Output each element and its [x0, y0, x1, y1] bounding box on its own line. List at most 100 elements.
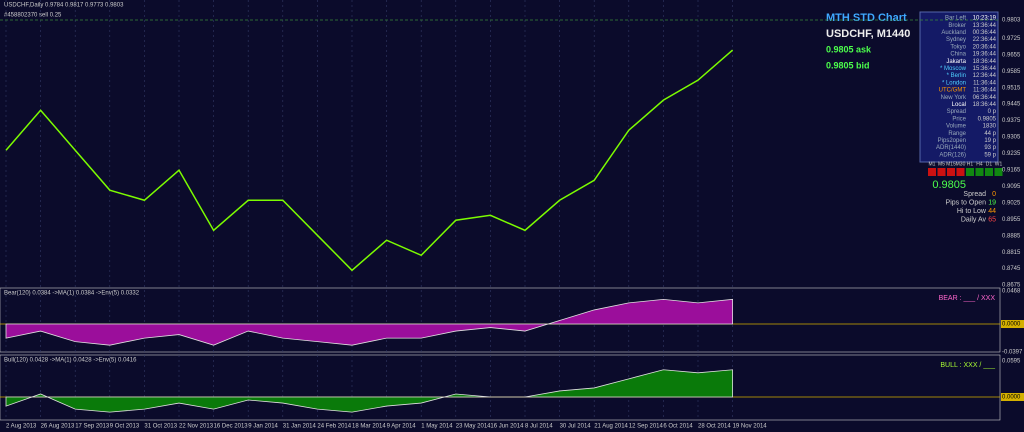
- info-title: MTH STD Chart: [826, 12, 907, 24]
- x-tick-label: 24 Feb 2014: [317, 424, 351, 430]
- clock-value: 1830: [983, 124, 997, 130]
- summary-value: 65: [988, 216, 996, 223]
- bear-panel: [0, 287, 1001, 353]
- clock-label: Spread: [947, 109, 966, 115]
- x-tick-label: 9 Oct 2013: [110, 424, 140, 430]
- timeframe-signal: [994, 168, 1003, 176]
- clock-value: 20:36:44: [973, 44, 997, 50]
- x-tick-label: 19 Nov 2014: [733, 424, 768, 430]
- timeframe-signal: [975, 168, 984, 176]
- summary-label: Hi to Low: [957, 208, 987, 215]
- y-tick-label: 0.0000: [1002, 395, 1021, 401]
- clock-label: ADR(1440): [936, 145, 966, 151]
- clock-value: 0.9805: [978, 116, 997, 122]
- clock-value: 18:36:44: [973, 102, 997, 108]
- summary-label: Pips to Open: [946, 199, 987, 206]
- clock-label: * Moscow: [940, 66, 967, 72]
- y-tick-label: 0.0595: [1002, 359, 1021, 365]
- x-tick-label: 12 Sep 2014: [629, 424, 664, 430]
- x-tick-label: 30 Jul 2014: [560, 424, 592, 430]
- y-tick-label: 0.8815: [1002, 250, 1021, 256]
- clock-value: 0 p: [988, 109, 997, 115]
- clock-label: Pips2open: [938, 138, 966, 144]
- clock-label: * Berlin: [947, 73, 966, 79]
- clock-label: China: [950, 52, 966, 58]
- x-tick-label: 2 Aug 2013: [6, 424, 37, 430]
- x-tick-label: 6 Oct 2014: [663, 424, 693, 430]
- clock-label: Price: [952, 116, 966, 122]
- summary-label: Spread: [963, 191, 986, 198]
- clock-value: 18:36:44: [973, 59, 997, 65]
- clock-value: 00:36:44: [973, 30, 997, 36]
- clock-label: * London: [942, 80, 966, 86]
- tick-label-bg: [1001, 393, 1024, 402]
- panel-title: Bear(120) 0.0384 ->MA(1) 0.0384 ->Env(5)…: [4, 291, 140, 297]
- y-tick-label: 0.9725: [1002, 36, 1021, 42]
- y-tick-label: 0.9655: [1002, 52, 1021, 58]
- clock-label: Local: [952, 102, 966, 108]
- summary-label: Daily Av: [961, 216, 987, 223]
- y-tick-label: 0.8675: [1002, 283, 1021, 289]
- x-tick-label: 16 Jun 2014: [490, 424, 524, 430]
- clock-value: 19 p: [984, 138, 996, 144]
- panel-label: BEAR : ___ / XXX: [939, 295, 996, 302]
- clock-value: 12:36:44: [973, 73, 997, 79]
- clock-label: Sydney: [946, 37, 966, 43]
- y-tick-label: 0.8885: [1002, 233, 1021, 239]
- x-tick-label: 31 Oct 2013: [144, 424, 177, 430]
- y-tick-label: 0.9515: [1002, 85, 1021, 91]
- timeframe: H1: [967, 161, 974, 167]
- x-tick-label: 8 Jul 2014: [525, 424, 553, 430]
- y-tick-label: 0.9025: [1002, 200, 1021, 206]
- timeframe-signal: [956, 168, 965, 176]
- clock-label: Auckland: [941, 30, 966, 36]
- symbol-line: USDCHF,Daily 0.9784 0.9817 0.9773 0.9803: [4, 3, 124, 9]
- clock-value: 11:36:44: [973, 80, 997, 86]
- y-tick-label: 0.9095: [1002, 184, 1021, 190]
- info-bid: 0.9805 bid: [826, 60, 870, 70]
- x-tick-label: 21 Aug 2014: [594, 424, 628, 430]
- timeframe: W1: [995, 161, 1003, 167]
- clock-value: 10:23:19: [973, 16, 997, 22]
- clock-value: 93 p: [984, 145, 996, 151]
- x-tick-label: 28 Oct 2014: [698, 424, 731, 430]
- x-tick-label: 31 Jan 2014: [283, 424, 317, 430]
- y-tick-label: 0.9305: [1002, 135, 1021, 141]
- clock-label: Bar Left: [945, 16, 966, 22]
- x-tick-label: 23 May 2014: [456, 424, 491, 430]
- tick-label-bg: [1001, 320, 1024, 329]
- clock-label: ADR(126): [939, 152, 966, 158]
- x-tick-label: 17 Sep 2013: [75, 424, 110, 430]
- area: [5, 369, 733, 413]
- clock-label: Volume: [946, 124, 967, 130]
- x-tick-label: 9 Jan 2014: [248, 424, 278, 430]
- summary-price: 0.9805: [932, 179, 966, 191]
- y-tick-label: 0.0000: [1002, 322, 1021, 328]
- clock-value: 44 p: [984, 131, 996, 137]
- clock-value: 15:36:44: [973, 66, 997, 72]
- clock-value: 11:36:44: [973, 88, 997, 94]
- y-tick-label: -0.0397: [1002, 350, 1023, 356]
- timeframe-signal: [928, 168, 936, 176]
- timeframe-signal: [966, 168, 974, 176]
- y-tick-label: 0.9803: [1002, 18, 1021, 24]
- clock-value: 06:36:44: [973, 95, 997, 101]
- bull-panel: [0, 354, 1001, 421]
- panel-label: BULL : XXX / ___: [940, 362, 995, 369]
- summary-value: 44: [988, 208, 996, 215]
- y-tick-label: 0.9445: [1002, 102, 1021, 108]
- y-tick-label: 0.9165: [1002, 168, 1021, 174]
- price-line: [5, 49, 734, 272]
- x-tick-label: 22 Nov 2013: [179, 424, 214, 430]
- x-tick-label: 18 Mar 2014: [352, 424, 386, 430]
- y-tick-label: 0.9585: [1002, 69, 1021, 75]
- panel-title: Bull(120) 0.0428 ->MA(1) 0.0428 ->Env(5)…: [4, 358, 137, 364]
- timeframe-signal: [985, 168, 993, 176]
- summary-value: 19: [988, 199, 996, 206]
- timeframe: D1: [986, 161, 993, 167]
- x-tick-label: 16 Dec 2013: [214, 424, 249, 430]
- info-symbol: USDCHF, M1440: [826, 28, 910, 40]
- clock-value: 59 p: [984, 152, 996, 158]
